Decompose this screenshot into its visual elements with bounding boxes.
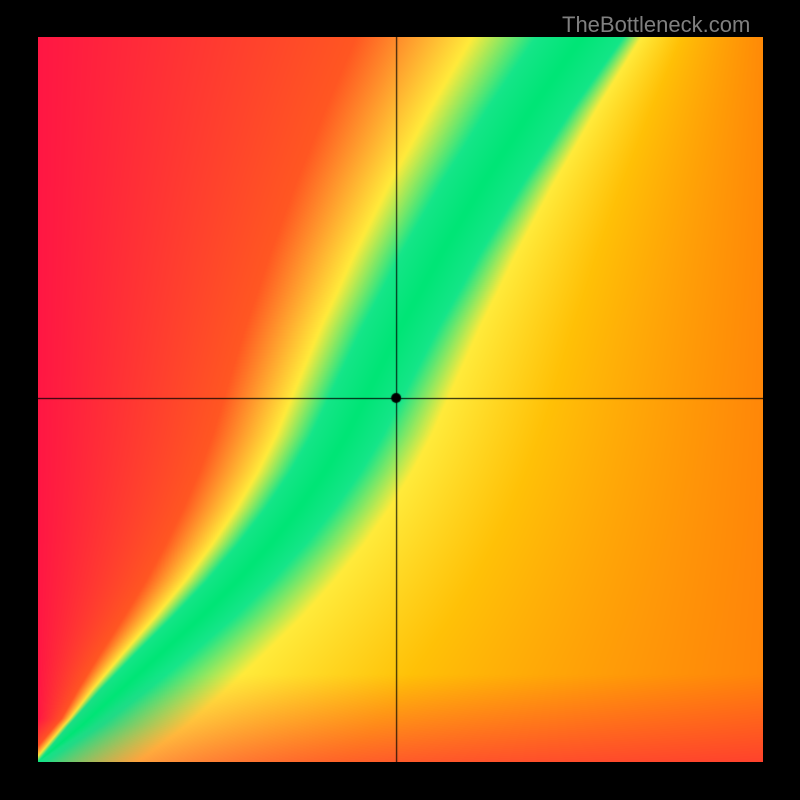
bottleneck-heatmap: [38, 37, 763, 762]
watermark-text: TheBottleneck.com: [562, 12, 750, 38]
